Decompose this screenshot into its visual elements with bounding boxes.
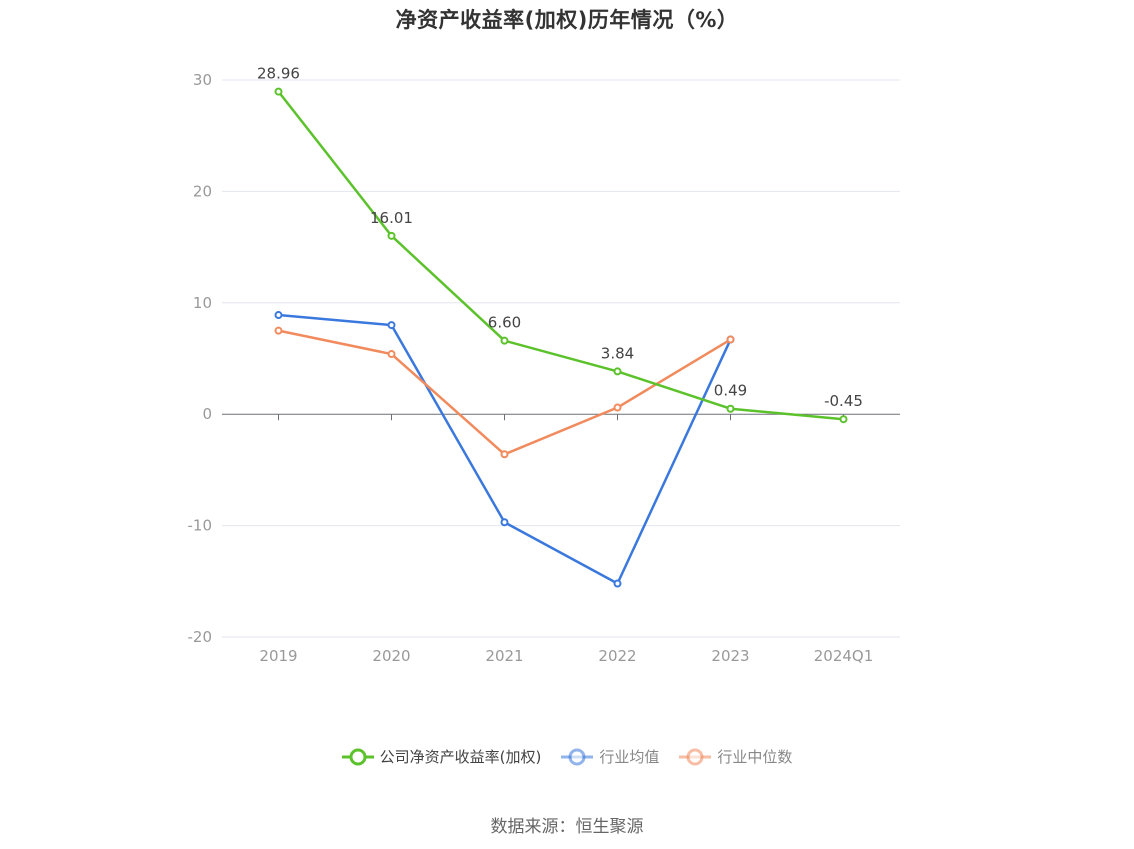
data-point (613, 579, 622, 588)
data-point (500, 450, 509, 459)
data-label: 6.60 (488, 314, 521, 332)
x-tick-label: 2022 (598, 647, 636, 665)
data-label: 3.84 (601, 344, 634, 362)
data-point (274, 326, 283, 335)
data-point (500, 336, 509, 345)
legend-item-industry-mean[interactable]: 行业均值 (561, 746, 659, 767)
legend-label: 行业中位数 (717, 748, 793, 766)
data-point (613, 403, 622, 412)
y-tick-label: 20 (193, 182, 212, 200)
legend-label: 行业均值 (599, 748, 660, 766)
data-point (274, 87, 283, 96)
data-source: 数据来源：恒生聚源 (490, 817, 644, 837)
data-point (387, 350, 396, 359)
series-lines (274, 87, 848, 588)
chart-title: 净资产收益率(加权)历年情况（%） (395, 8, 739, 32)
y-tick-label: 0 (202, 405, 212, 423)
x-tick-label: 2021 (485, 647, 523, 665)
grid-lines (222, 79, 900, 638)
data-label: 28.96 (257, 65, 300, 83)
data-point (839, 415, 848, 424)
legend-item-company-roe[interactable]: 公司净资产收益率(加权) (341, 746, 542, 767)
axes: 30 20 10 0 -10 -20 2019 2020 2021 2022 2023 2024Q1 (188, 71, 900, 665)
legend-label: 公司净资产收益率(加权) (379, 748, 542, 766)
series-line-1 (278, 313, 732, 585)
y-tick-label: 30 (193, 71, 212, 89)
data-labels: 28.96 16.01 6.60 3.84 0.49 -0.45 (257, 65, 863, 411)
data-point (500, 518, 509, 527)
data-point (726, 335, 735, 344)
legend-swatch-icon (341, 748, 374, 765)
x-tick-label: 2023 (711, 647, 749, 665)
data-point (387, 321, 396, 330)
data-label: 16.01 (370, 209, 413, 227)
legend-swatch-icon (679, 748, 712, 765)
x-tick-label: 2019 (259, 647, 297, 665)
legend-swatch-icon (561, 748, 594, 765)
series-line-0 (277, 90, 844, 421)
series-line-2 (278, 329, 732, 456)
legend-item-industry-median[interactable]: 行业中位数 (679, 746, 792, 767)
data-label: -0.45 (824, 392, 863, 410)
y-tick-label: -20 (188, 628, 213, 646)
legend: 公司净资产收益率(加权) 行业均值 行业中位数 (0, 746, 1134, 767)
y-tick-label: -10 (188, 517, 213, 535)
x-tick-label: 2024Q1 (814, 647, 874, 665)
data-label: 0.49 (714, 382, 747, 400)
data-point (613, 367, 622, 376)
x-tick-label: 2020 (372, 647, 410, 665)
data-point (387, 231, 396, 240)
data-point (274, 311, 283, 320)
data-point (726, 404, 735, 413)
y-tick-label: 10 (193, 294, 212, 312)
